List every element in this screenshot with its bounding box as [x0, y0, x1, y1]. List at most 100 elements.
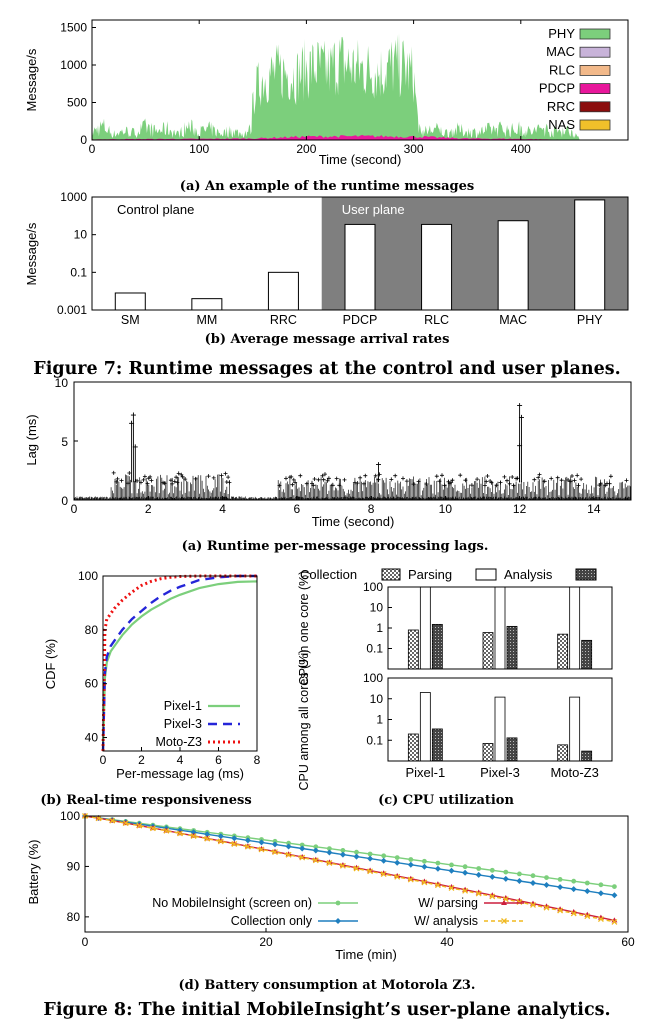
series-point-1-33 [530, 880, 536, 886]
x-axis-label: Per-message lag (ms) [116, 766, 244, 781]
caption-7a: (a) An example of the runtime messages [180, 179, 474, 194]
chart-cpu-utilization: Collection Parsing Analysis 0.1 1 10 100 Pixel-… [297, 567, 613, 791]
x-tick-label: 20 [259, 935, 273, 949]
x-tick-label: 6 [215, 753, 222, 767]
legend-swatch-rrc [579, 101, 611, 113]
legend-label-collection: Collection [300, 567, 357, 582]
chart-battery: 0 20 40 60 80 90 100 Time (min) Battery (%) No Mo… [26, 809, 635, 962]
series-point-1-39 [611, 892, 618, 899]
x-tick-label: 12 [513, 502, 527, 516]
legend-marker-3 [501, 918, 507, 924]
x-tick-label: 14 [587, 502, 601, 516]
spike-point-0-0 [130, 412, 136, 483]
legend-swatch-nas [579, 119, 611, 131]
series-point-0-30 [489, 867, 495, 873]
annotation-control-plane: Control plane [117, 202, 194, 217]
bar-phy [574, 199, 606, 311]
y-tick-label: 0.001 [57, 303, 87, 317]
segment-markers-0 [111, 470, 232, 486]
series-point-3-9 [204, 835, 211, 842]
y-tick-label: 1000 [60, 58, 87, 72]
series-point-3-5 [149, 825, 156, 832]
y-tick-label: 80 [67, 910, 81, 924]
bar-mm [191, 298, 223, 311]
series-point-1-18 [326, 849, 333, 856]
series-point-1-35 [557, 884, 564, 891]
series-point-1-34 [543, 882, 550, 888]
y-tick-label: 1 [376, 621, 383, 635]
legend-swatch-rlc [579, 65, 611, 76]
series-point-0-15 [286, 840, 291, 846]
y-tick-label: 0.1 [70, 265, 87, 279]
figure-8-caption: Figure 8: The initial MobileInsight’s us… [43, 1000, 610, 1020]
legend-marker-1 [335, 918, 341, 924]
y-tick-label: 0.1 [366, 642, 383, 656]
plot-frame [91, 196, 629, 311]
series-point-3-37 [584, 913, 591, 920]
series-point-3-34 [543, 904, 550, 911]
legend-label-1: Collection only [231, 914, 313, 928]
x-tick-label: 60 [621, 935, 635, 949]
series-point-1-17 [312, 847, 319, 854]
spike-point-1-2 [517, 443, 523, 483]
series-point-0-28 [462, 864, 468, 870]
caption-8c: (c) CPU utilization [378, 793, 514, 808]
bar-0-moto-z3-parsing [569, 586, 581, 670]
series-point-1-9 [204, 831, 211, 838]
x-tick-label: 10 [439, 502, 453, 516]
x-tick-label: 8 [254, 753, 261, 767]
series-point-0-33 [530, 873, 536, 879]
x-tick-label: 4 [219, 502, 226, 516]
series-point-3-1 [95, 815, 102, 822]
y-axis-label: Lag (ms) [24, 414, 39, 465]
bar-pdcp [344, 223, 376, 311]
series-point-0-29 [476, 866, 482, 871]
legend-label-pixel-1: Pixel-1 [164, 699, 202, 713]
series-line-pixel-1 [101, 580, 258, 752]
series-point-3-2 [109, 817, 116, 824]
x-tick-label: 8 [368, 502, 375, 516]
series-line-pixel-3 [101, 574, 257, 752]
y-tick-label: 1500 [60, 21, 87, 35]
y-tick-label: 0 [61, 494, 68, 508]
bar-1-pixel-3-parsing [494, 696, 506, 762]
legend-swatch-phy [579, 28, 611, 40]
bar-1-pixel-3-collection [482, 743, 494, 762]
series-point-1-13 [258, 839, 265, 846]
series-point-1-32 [516, 878, 523, 884]
series-point-3-33 [530, 901, 536, 908]
legend-swatch-analysis [575, 568, 597, 581]
series-point-0-19 [340, 848, 346, 853]
x-tick-label: 200 [296, 142, 316, 156]
series-point-3-17 [312, 857, 319, 864]
spike-point-0-1 [129, 420, 135, 483]
caption-8b: (b) Real-time responsiveness [40, 793, 251, 808]
legend-label-analysis: Analysis [504, 567, 553, 582]
series-line-0 [84, 815, 615, 888]
bar-mac [497, 220, 529, 311]
series-point-3-28 [462, 887, 469, 894]
y-axis-label: Battery (%) [26, 839, 41, 904]
legend-label-2: W/ parsing [418, 896, 478, 910]
bar-1-pixel-1-collection [407, 733, 419, 762]
series-line-3 [84, 815, 615, 923]
bar-0-moto-z3-analysis [581, 639, 593, 670]
series-point-3-20 [353, 865, 360, 872]
series-point-3-38 [597, 916, 604, 923]
series-point-0-34 [544, 875, 549, 880]
series-point-3-12 [244, 843, 251, 850]
legend-swatch-parsing [475, 568, 497, 581]
y-tick-label: 5 [61, 435, 68, 449]
series-point-0-37 [584, 880, 590, 886]
y-tick-label: 40 [85, 731, 99, 745]
series-point-1-28 [462, 869, 469, 876]
bar-rrc [267, 271, 299, 311]
x-axis-label: Time (second) [319, 152, 402, 167]
series-point-3-35 [557, 907, 564, 914]
legend-label-pdcp: PDCP [539, 81, 575, 96]
y-tick-label: 1 [376, 713, 383, 727]
caption-8d: (d) Battery consumption at Motorola Z3. [179, 978, 476, 993]
series-point-0-38 [598, 882, 604, 888]
x-tick-label: 6 [293, 502, 300, 516]
